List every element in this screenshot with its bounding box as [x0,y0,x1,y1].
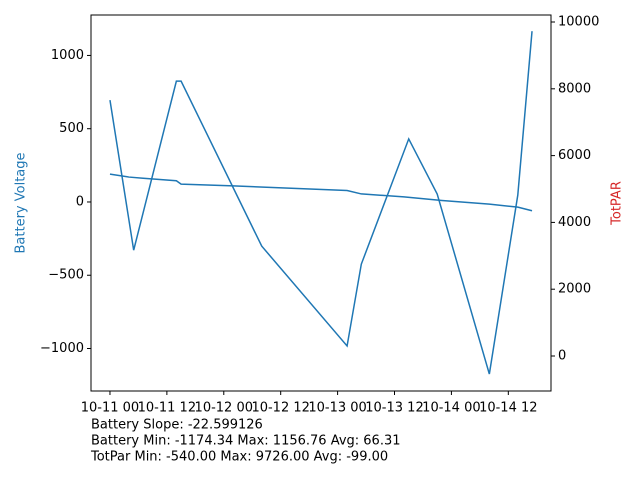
y2-tick-label: 0 [558,348,566,363]
x-tick-label: 10-13 12 [365,401,423,416]
x-tick-label: 10-14 12 [479,401,537,416]
x-tick-label: 10-11 12 [138,401,196,416]
y-tick-label: −1000 [40,341,84,356]
y-tick-label: 1000 [51,48,84,63]
stats-note: Battery Slope: -22.599126 [91,418,263,433]
stats-note: Battery Min: -1174.34 Max: 1156.76 Avg: … [91,434,401,449]
y2-tick-label: 8000 [558,81,591,96]
y-tick-label: 500 [59,121,84,136]
y2-tick-label: 10000 [558,15,599,30]
data-line [109,173,533,212]
x-tick-label: 10-14 00 [422,401,480,416]
x-tick-label: 10-11 00 [81,401,139,416]
y2-tick-label: 4000 [558,215,591,230]
y2-axis-label: TotPAR [610,181,625,226]
x-tick-label: 10-12 12 [251,401,309,416]
x-tick-label: 10-12 00 [195,401,253,416]
data-line [109,31,533,375]
y-axis-label: Battery Voltage [14,152,29,253]
plot-frame [90,14,552,392]
y2-tick-label: 2000 [558,282,591,297]
y-tick-label: −500 [48,268,84,283]
y2-tick-label: 6000 [558,148,591,163]
x-tick-label: 10-13 00 [308,401,366,416]
stats-note: TotPar Min: -540.00 Max: 9726.00 Avg: -9… [90,450,388,465]
y-tick-label: 0 [76,194,84,209]
